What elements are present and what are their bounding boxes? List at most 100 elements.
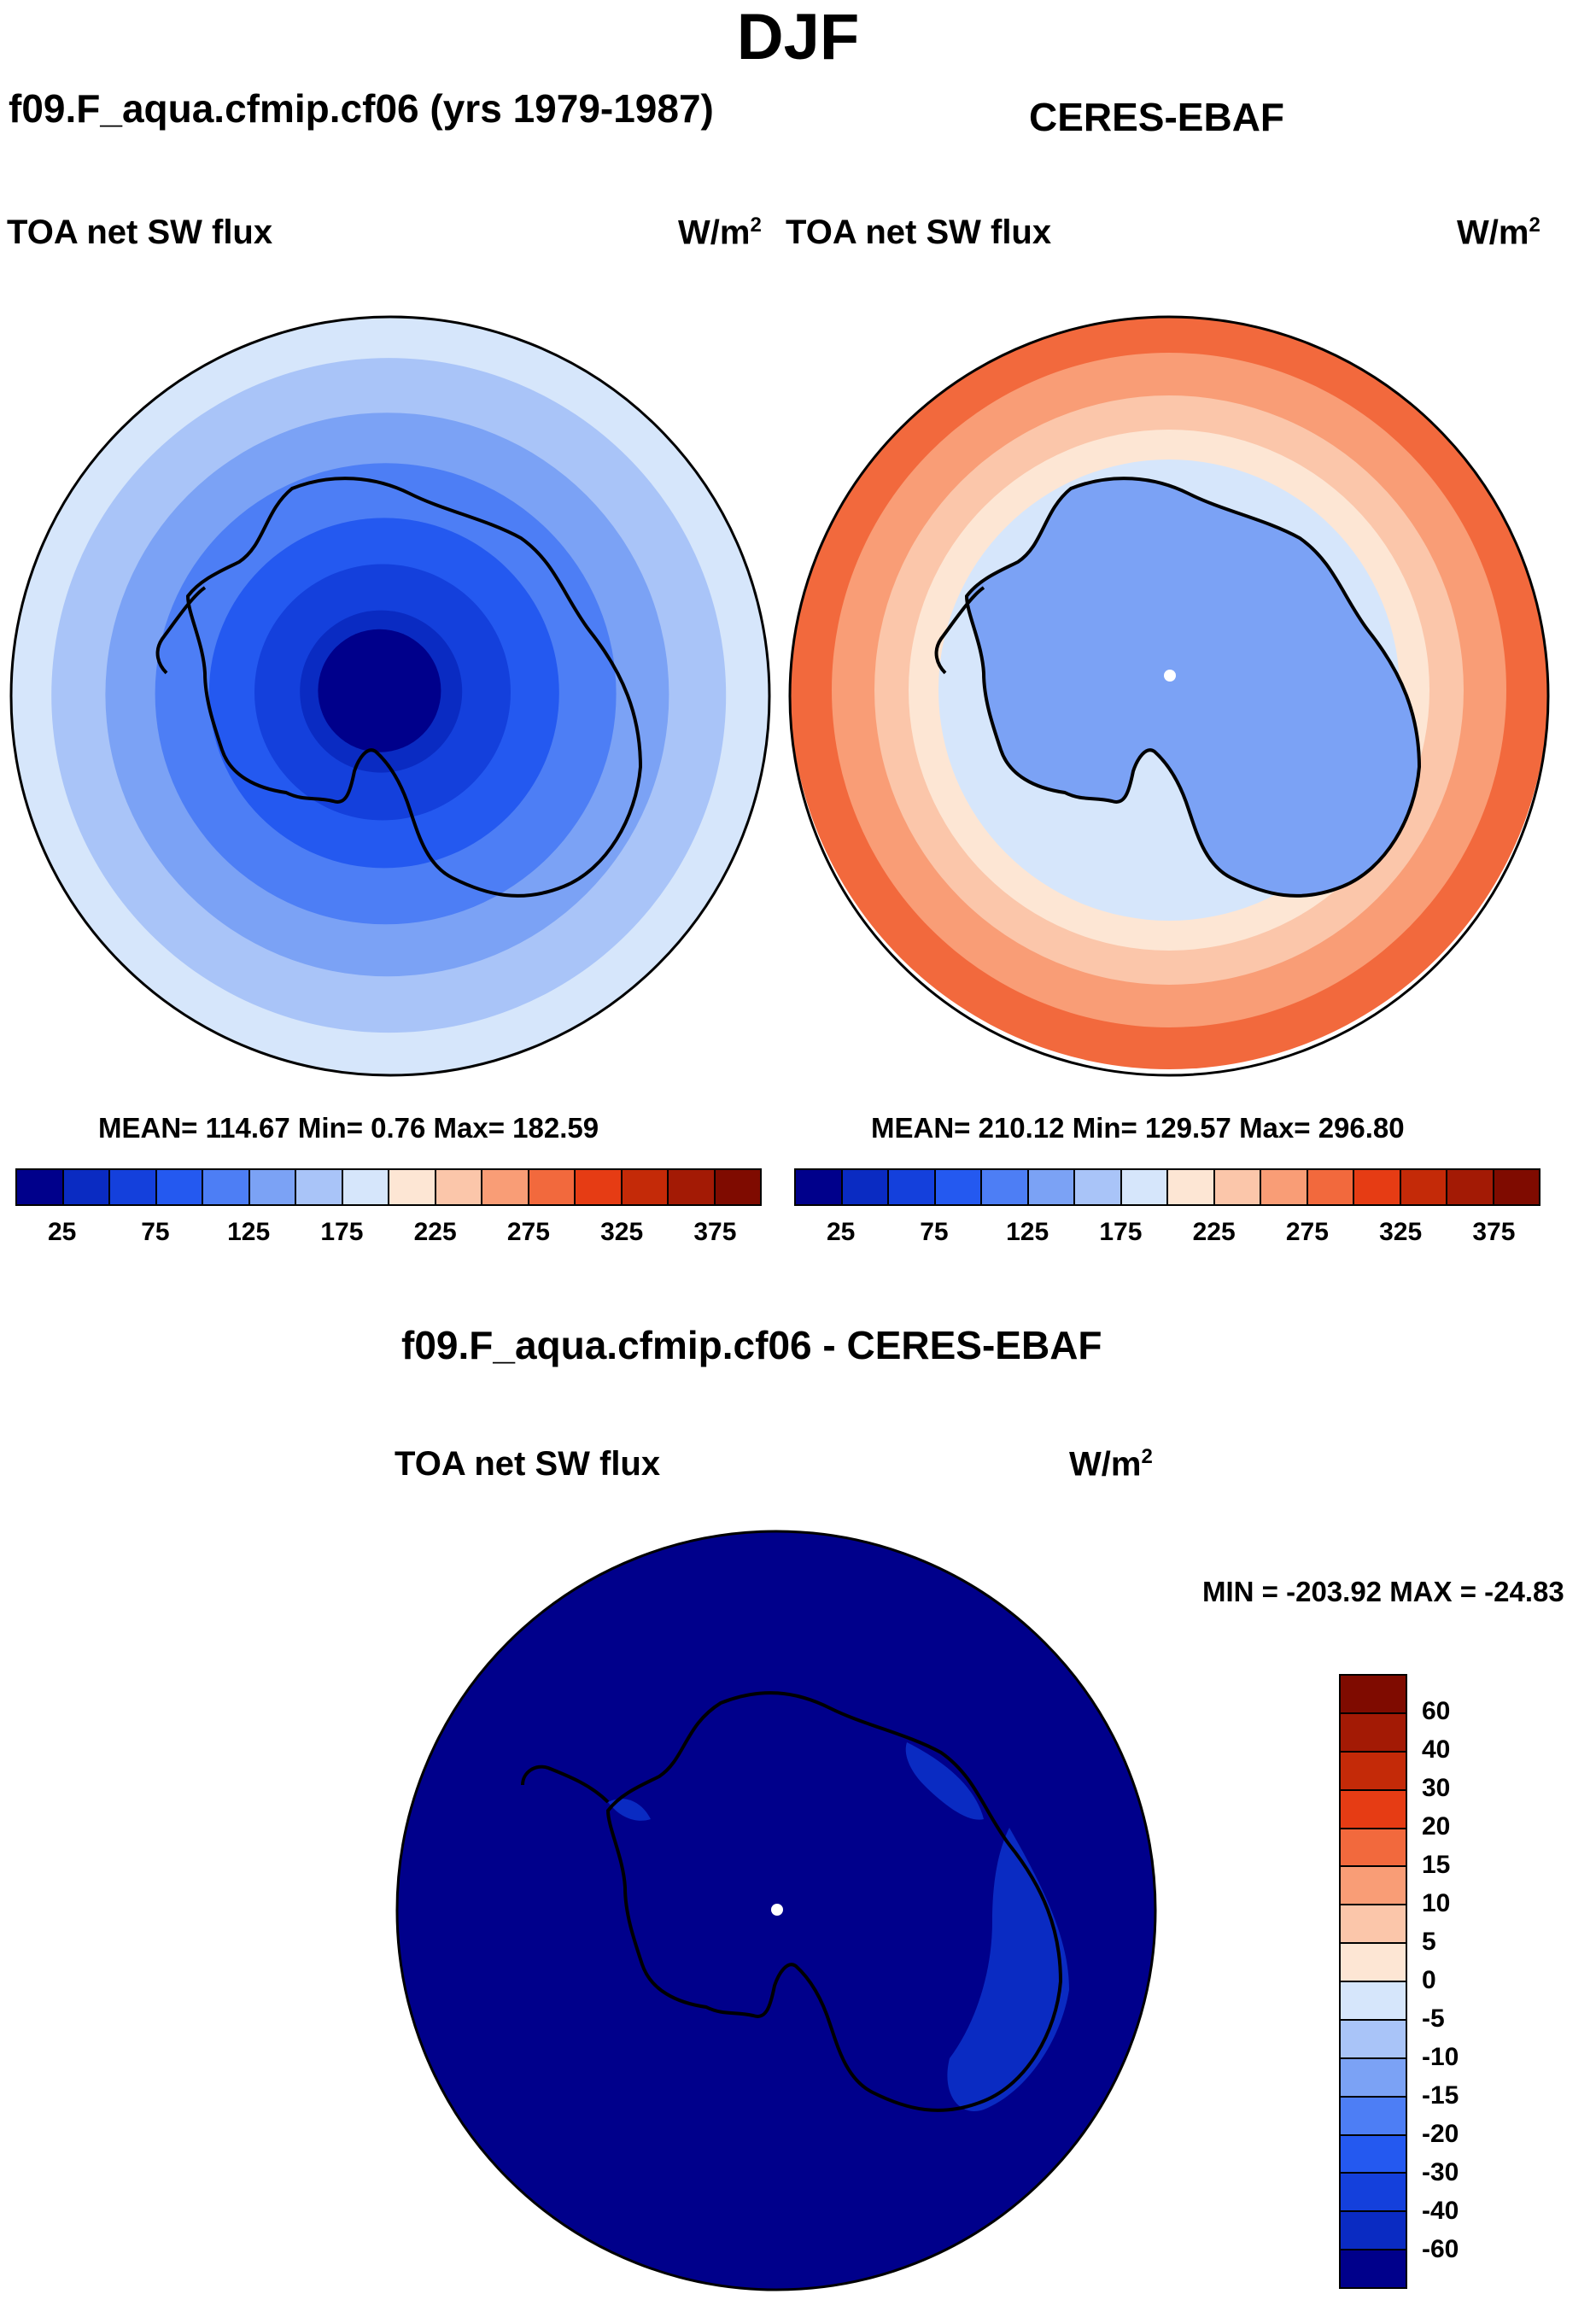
coastal-anomaly-patch	[905, 1742, 984, 1820]
colorbar-swatch	[17, 1170, 64, 1204]
colorbar-tick-label: 10	[1422, 1889, 1451, 1917]
colorbar-tick-label: 325	[600, 1218, 644, 1246]
colorbar-swatch	[482, 1170, 529, 1204]
colorbar-swatch	[1028, 1170, 1075, 1204]
colorbar-swatch	[1400, 1170, 1447, 1204]
diff-panel-title: f09.F_aqua.cfmip.cf06 - CERES-EBAF	[401, 1323, 1102, 1367]
colorbar-swatch	[1341, 1944, 1406, 1982]
colorbar-swatch	[796, 1170, 843, 1204]
colorbar-swatch	[1168, 1170, 1215, 1204]
colorbar-swatch	[935, 1170, 982, 1204]
colorbar-tick-label: 175	[320, 1218, 364, 1246]
colorbar-tick-label: 25	[826, 1218, 856, 1246]
colorbar-tick-label: 325	[1379, 1218, 1423, 1246]
model-panel-title: f09.F_aqua.cfmip.cf06 (yrs 1979-1987)	[9, 86, 714, 131]
colorbar-swatch	[1261, 1170, 1308, 1204]
colorbar-swatch	[1341, 1905, 1406, 1945]
colorbar-swatch	[842, 1170, 889, 1204]
model-variable-label: TOA net SW flux	[7, 214, 273, 251]
colorbar-swatch	[576, 1170, 623, 1204]
diff-polar-map	[395, 1530, 1157, 2291]
colorbar-swatch	[1341, 1867, 1406, 1906]
colorbar-tick-label: 125	[1006, 1218, 1049, 1246]
colorbar-swatch	[1341, 1982, 1406, 2021]
colorbar-tick-label: 375	[1472, 1218, 1516, 1246]
obs-units-label: W/m2	[1457, 214, 1540, 252]
colorbar-swatch	[342, 1170, 389, 1204]
colorbar-swatch	[1341, 1752, 1406, 1791]
obs-colorbar	[794, 1168, 1540, 1206]
colorbar-swatch	[1341, 1790, 1406, 1829]
colorbar-tick-label: 125	[227, 1218, 271, 1246]
colorbar-tick-label: 75	[141, 1218, 170, 1246]
colorbar-swatch	[1121, 1170, 1168, 1204]
colorbar-swatch	[1341, 2212, 1406, 2251]
diff-variable-label: TOA net SW flux	[395, 1445, 661, 1483]
colorbar-swatch	[110, 1170, 157, 1204]
colorbar-tick-label: -5	[1422, 2004, 1445, 2033]
model-units-label: W/m2	[678, 214, 762, 252]
obs-polar-map	[788, 315, 1550, 1077]
colorbar-swatch	[1341, 2174, 1406, 2213]
colorbar-swatch	[982, 1170, 1029, 1204]
obs-variable-label: TOA net SW flux	[786, 214, 1052, 251]
diff-units-label: W/m2	[1069, 1445, 1153, 1484]
colorbar-tick-label: 25	[47, 1218, 77, 1246]
colorbar-swatch	[156, 1170, 203, 1204]
antarctica-coastline	[964, 477, 1422, 898]
antarctica-coastline	[605, 1691, 1063, 2112]
colorbar-swatch	[1341, 2097, 1406, 2136]
colorbar-tick-label: 0	[1422, 1966, 1436, 1994]
colorbar-tick-label: 75	[920, 1218, 949, 1246]
colorbar-swatch	[1214, 1170, 1261, 1204]
colorbar-swatch	[1341, 2135, 1406, 2174]
colorbar-swatch	[529, 1170, 576, 1204]
colorbar-tick-label: 275	[506, 1218, 550, 1246]
colorbar-swatch	[1341, 2250, 1406, 2287]
model-stats: MEAN= 114.67 Min= 0.76 Max= 182.59	[98, 1112, 599, 1144]
colorbar-swatch	[622, 1170, 669, 1204]
season-title: DJF	[736, 1, 860, 73]
colorbar-swatch	[203, 1170, 250, 1204]
model-polar-map	[9, 315, 771, 1077]
colorbar-swatch	[389, 1170, 436, 1204]
colorbar-tick-label: -15	[1422, 2081, 1459, 2110]
pole-marker	[1164, 670, 1176, 682]
model-colorbar	[15, 1168, 762, 1206]
colorbar-swatch	[1341, 1829, 1406, 1868]
colorbar-swatch	[249, 1170, 296, 1204]
colorbar-swatch	[1494, 1170, 1539, 1204]
colorbar-swatch	[1307, 1170, 1354, 1204]
colorbar-swatch	[296, 1170, 343, 1204]
colorbar-tick-label: 40	[1422, 1735, 1451, 1764]
colorbar-swatch	[889, 1170, 936, 1204]
colorbar-tick-label: 60	[1422, 1697, 1451, 1725]
colorbar-swatch	[63, 1170, 110, 1204]
colorbar-swatch	[1447, 1170, 1494, 1204]
colorbar-tick-label: 225	[413, 1218, 457, 1246]
colorbar-tick-label: 20	[1422, 1812, 1451, 1841]
colorbar-tick-label: -10	[1422, 2043, 1459, 2071]
diff-minmax: MIN = -203.92 MAX = -24.83	[1202, 1576, 1564, 1607]
colorbar-tick-label: -40	[1422, 2197, 1459, 2225]
colorbar-tick-label: -60	[1422, 2235, 1459, 2263]
colorbar-tick-label: 275	[1285, 1218, 1329, 1246]
colorbar-swatch	[715, 1170, 760, 1204]
colorbar-tick-label: 5	[1422, 1928, 1436, 1956]
obs-stats: MEAN= 210.12 Min= 129.57 Max= 296.80	[871, 1112, 1405, 1144]
flux-band	[318, 629, 441, 752]
diff-colorbar	[1339, 1674, 1407, 2289]
colorbar-swatch	[1075, 1170, 1122, 1204]
colorbar-tick-label: 175	[1099, 1218, 1143, 1246]
colorbar-tick-label: 225	[1192, 1218, 1236, 1246]
colorbar-swatch	[1341, 2058, 1406, 2098]
colorbar-swatch	[1341, 1713, 1406, 1753]
obs-panel-title: CERES-EBAF	[1029, 95, 1285, 139]
colorbar-swatch	[1354, 1170, 1401, 1204]
colorbar-swatch	[1341, 2020, 1406, 2059]
colorbar-tick-label: 15	[1422, 1851, 1451, 1879]
colorbar-swatch	[1341, 1676, 1406, 1714]
colorbar-tick-label: -20	[1422, 2120, 1459, 2148]
coastal-anomaly-patch	[947, 1828, 1069, 2111]
colorbar-tick-label: -30	[1422, 2158, 1459, 2186]
